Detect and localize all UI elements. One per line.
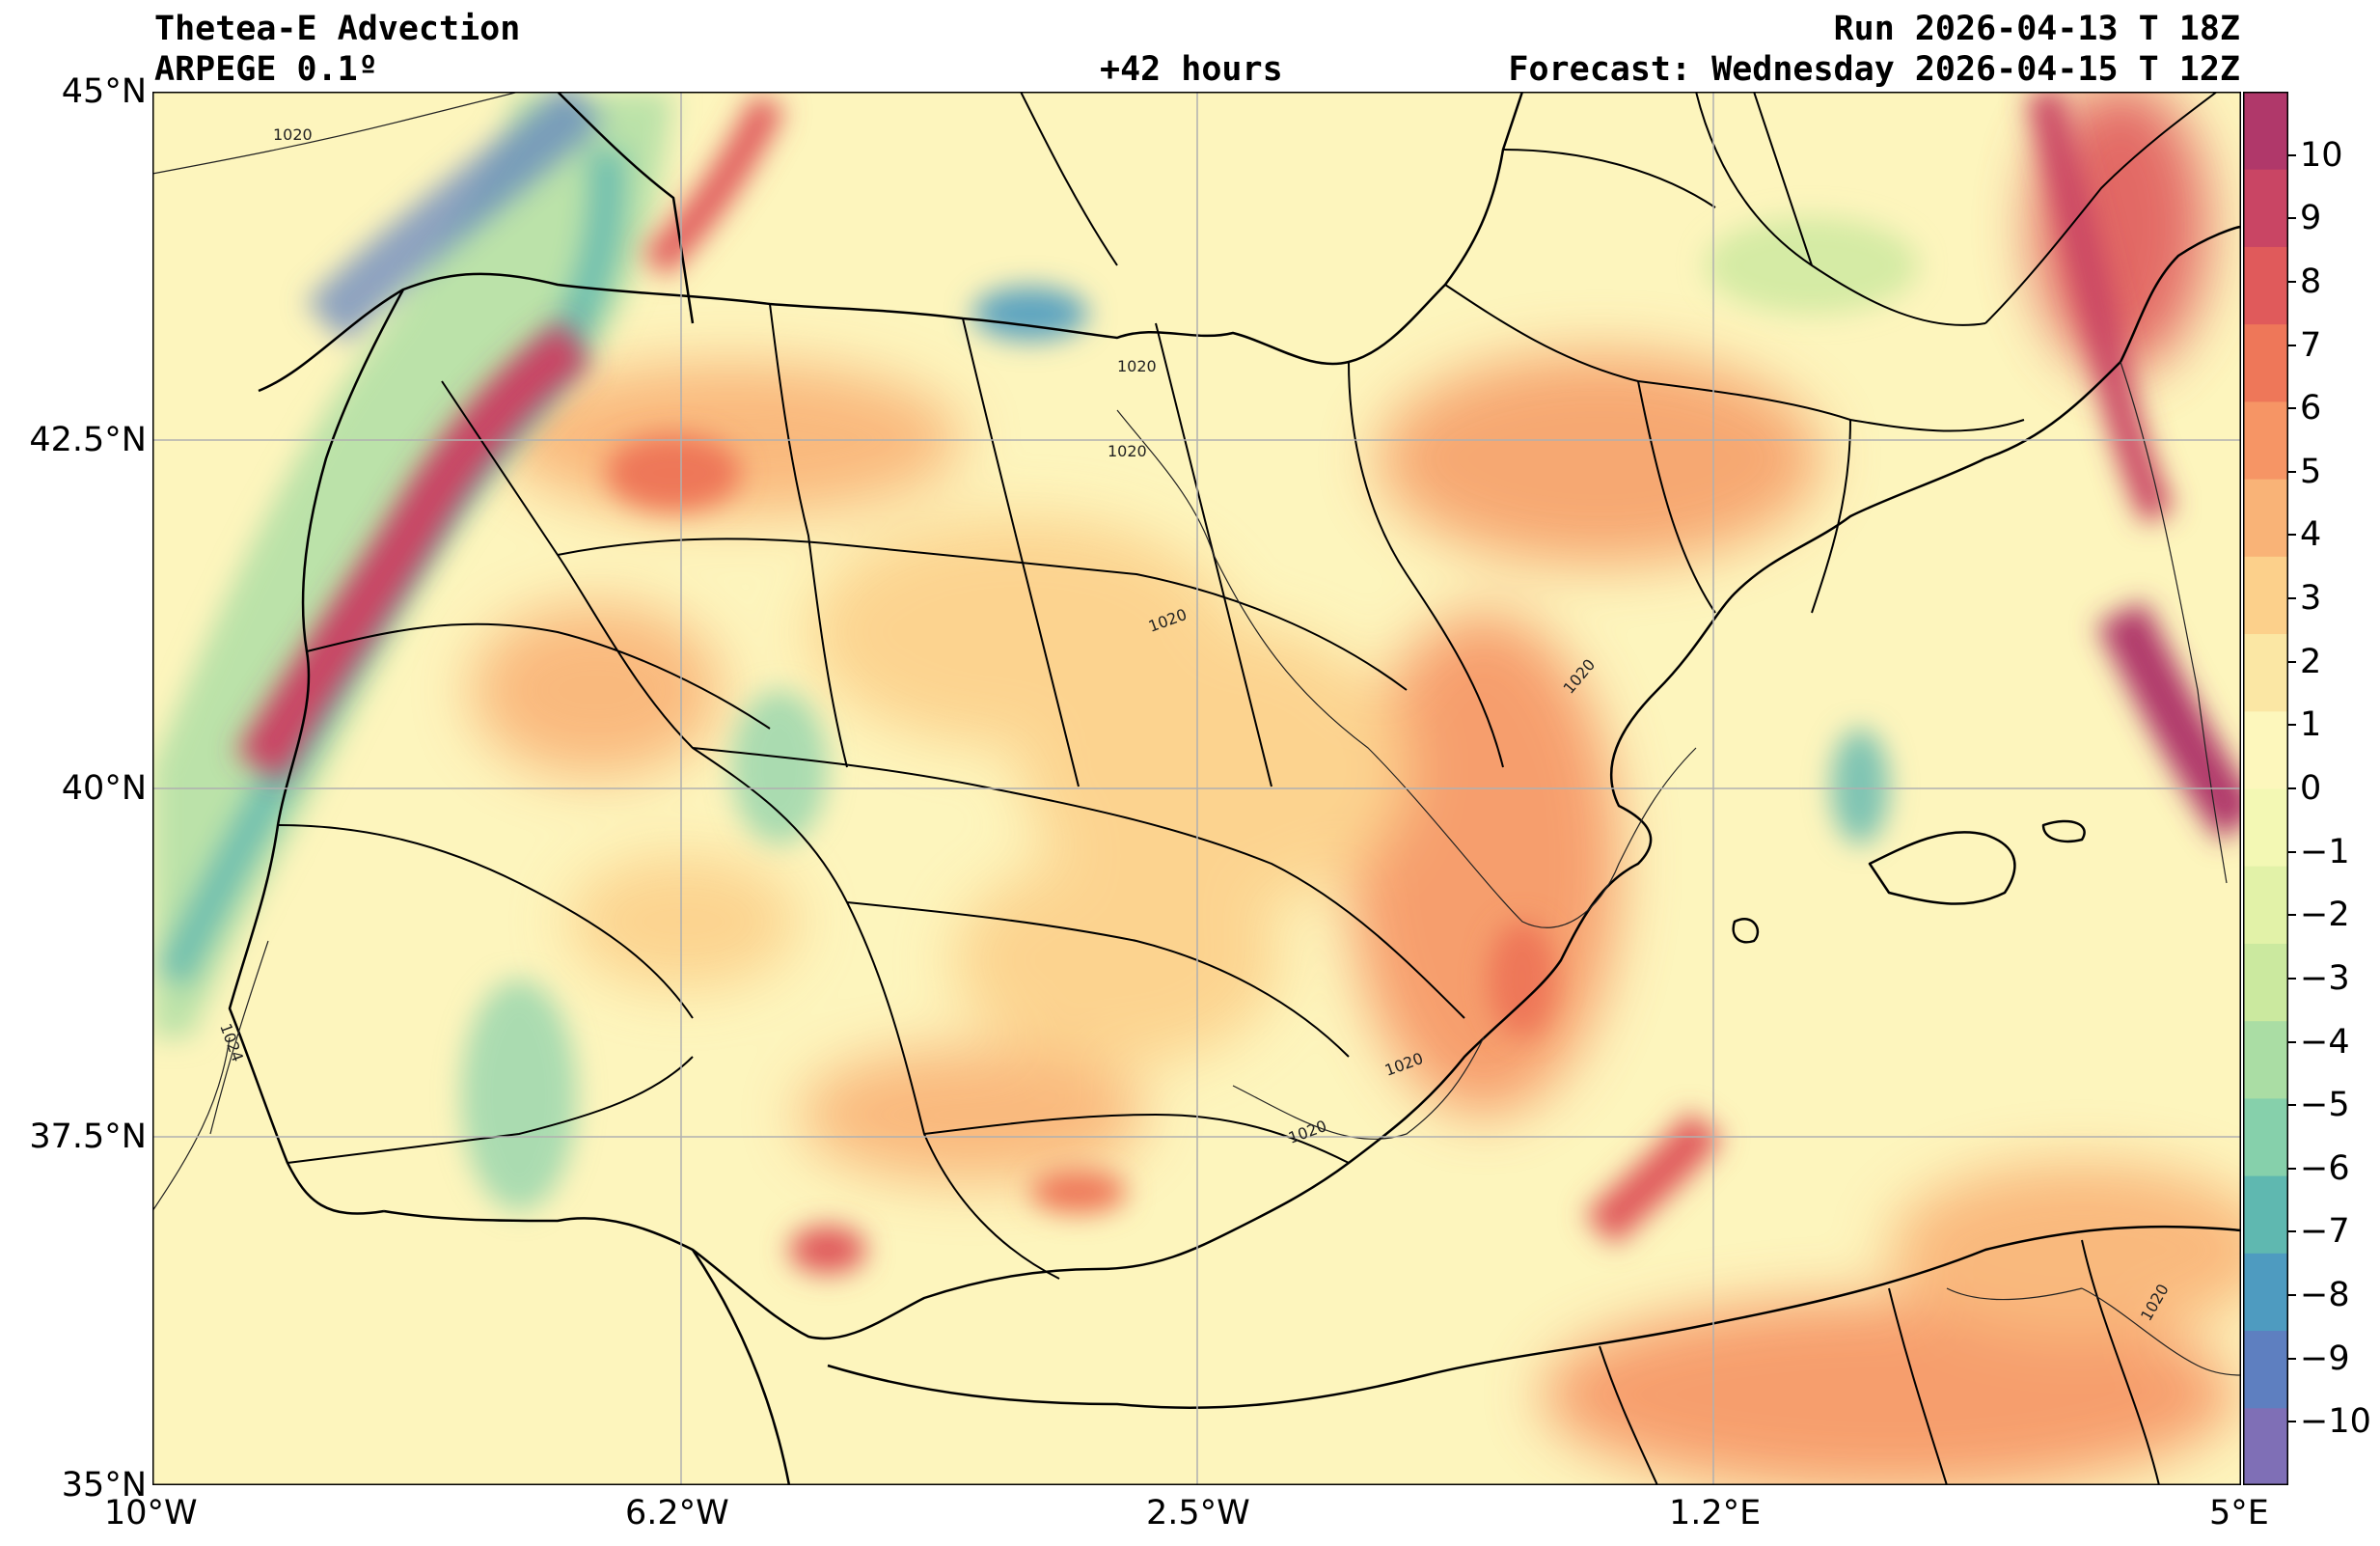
colorbar-tick bbox=[2288, 1167, 2296, 1170]
colorbar-tick bbox=[2288, 1421, 2296, 1423]
isobar-label: 1020 bbox=[1108, 442, 1147, 460]
lat-tick-label: 35°N bbox=[61, 1466, 147, 1505]
colorbar-tick-label: −10 bbox=[2300, 1402, 2371, 1442]
run-label: Run 2026-04-13 T 18Z bbox=[1833, 10, 2240, 48]
colorbar-segment bbox=[2243, 1253, 2288, 1332]
colorbar-tick bbox=[2288, 724, 2296, 727]
colorbar-tick bbox=[2288, 153, 2296, 156]
colorbar-tick bbox=[2288, 1230, 2296, 1233]
colorbar-tick-label: −7 bbox=[2300, 1212, 2350, 1252]
colorbar-segment bbox=[2243, 169, 2288, 247]
colorbar-tick-label: 7 bbox=[2300, 325, 2322, 365]
colorbar-segment bbox=[2243, 1097, 2288, 1176]
colorbar-tick bbox=[2288, 1357, 2296, 1360]
colorbar-tick-label: 2 bbox=[2300, 642, 2322, 681]
colorbar-segment bbox=[2243, 92, 2288, 170]
colorbar-tick-label: 8 bbox=[2300, 262, 2322, 301]
coastlines bbox=[228, 92, 2241, 1485]
colorbar-segment bbox=[2243, 1175, 2288, 1254]
colorbar-segment bbox=[2243, 323, 2288, 402]
colorbar-tick bbox=[2288, 344, 2296, 346]
colorbar-segment bbox=[2243, 400, 2288, 480]
colorbar-tick bbox=[2288, 1104, 2296, 1107]
lon-tick-label: 1.2°E bbox=[1669, 1494, 1762, 1532]
colorbar-segment bbox=[2243, 1330, 2288, 1409]
colorbar-tick bbox=[2288, 407, 2296, 410]
colorbar-tick bbox=[2288, 787, 2296, 789]
isobar-label: 1020 bbox=[273, 125, 313, 144]
forecast-label: Forecast: Wednesday 2026-04-15 T 12Z bbox=[1508, 50, 2240, 89]
colorbar-frame bbox=[2243, 92, 2288, 1485]
colorbar-tick bbox=[2288, 977, 2296, 980]
lon-tick-label: 2.5°W bbox=[1146, 1494, 1250, 1532]
colorbar-tick-label: 6 bbox=[2300, 389, 2322, 428]
lon-tick-label: 10°W bbox=[104, 1494, 198, 1532]
colorbar-tick bbox=[2288, 470, 2296, 473]
colorbar-segment bbox=[2243, 710, 2288, 789]
colorbar-tick-label: 5 bbox=[2300, 452, 2322, 491]
province-borders bbox=[277, 92, 2218, 1485]
lat-tick-label: 40°N bbox=[61, 769, 147, 808]
colorbar-segment bbox=[2243, 943, 2288, 1022]
colorbar-tick-label: −3 bbox=[2300, 958, 2350, 998]
colorbar-tick-label: −2 bbox=[2300, 896, 2350, 935]
colorbar-segment bbox=[2243, 866, 2288, 944]
colorbar-tick bbox=[2288, 534, 2296, 537]
lat-tick-label: 42.5°N bbox=[29, 421, 147, 459]
lead-time-label: +42 hours bbox=[1100, 50, 1283, 89]
lon-tick-label: 5°E bbox=[2209, 1494, 2269, 1532]
advection-map: 1020 1020 1020 1020 1020 1020 1020 1024 … bbox=[152, 92, 2241, 1485]
colorbar-tick bbox=[2288, 280, 2296, 283]
isobar-label: 1020 bbox=[1117, 357, 1157, 375]
colorbar-segment bbox=[2243, 788, 2288, 867]
colorbar-segment bbox=[2243, 556, 2288, 635]
lon-tick-label: 6.2°W bbox=[625, 1494, 729, 1532]
colorbar-tick-label: −8 bbox=[2300, 1276, 2350, 1315]
colorbar-svg bbox=[2243, 92, 2288, 1486]
gridlines bbox=[152, 92, 2241, 1485]
model-label: ARPEGE 0.1º bbox=[154, 50, 378, 89]
colorbar-tick bbox=[2288, 850, 2296, 853]
colorbar-segment bbox=[2243, 479, 2288, 557]
colorbar-tick-label: 10 bbox=[2300, 135, 2343, 175]
colorbar bbox=[2243, 92, 2288, 1486]
colorbar-tick bbox=[2288, 1040, 2296, 1043]
colorbar-tick-label: −9 bbox=[2300, 1339, 2350, 1378]
colorbar-tick bbox=[2288, 660, 2296, 663]
map-title: Thetea-E Advection bbox=[154, 10, 521, 48]
colorbar-segment bbox=[2243, 246, 2288, 325]
map-frame bbox=[152, 92, 2241, 1485]
lat-tick-label: 45°N bbox=[61, 72, 147, 111]
colorbar-tick-label: 4 bbox=[2300, 515, 2322, 555]
colorbar-tick-label: 0 bbox=[2300, 769, 2322, 808]
colorbar-tick-label: 1 bbox=[2300, 705, 2322, 745]
colorbar-tick-label: 3 bbox=[2300, 579, 2322, 619]
lat-tick-label: 37.5°N bbox=[29, 1118, 147, 1156]
colorbar-tick-label: −1 bbox=[2300, 832, 2350, 871]
isobars bbox=[152, 92, 2241, 1376]
colorbar-tick bbox=[2288, 914, 2296, 917]
colorbar-segment bbox=[2243, 633, 2288, 712]
colorbar-tick bbox=[2288, 597, 2296, 600]
colorbar-tick-label: −5 bbox=[2300, 1086, 2350, 1125]
colorbar-tick bbox=[2288, 217, 2296, 220]
colorbar-tick-label: 9 bbox=[2300, 199, 2322, 238]
colorbar-tick-label: −6 bbox=[2300, 1148, 2350, 1188]
colorbar-segment bbox=[2243, 1407, 2288, 1486]
colorbar-segment bbox=[2243, 1020, 2288, 1099]
colorbar-tick bbox=[2288, 1294, 2296, 1297]
warm-advection-field bbox=[471, 92, 2241, 1485]
colorbar-tick-label: −4 bbox=[2300, 1022, 2350, 1062]
